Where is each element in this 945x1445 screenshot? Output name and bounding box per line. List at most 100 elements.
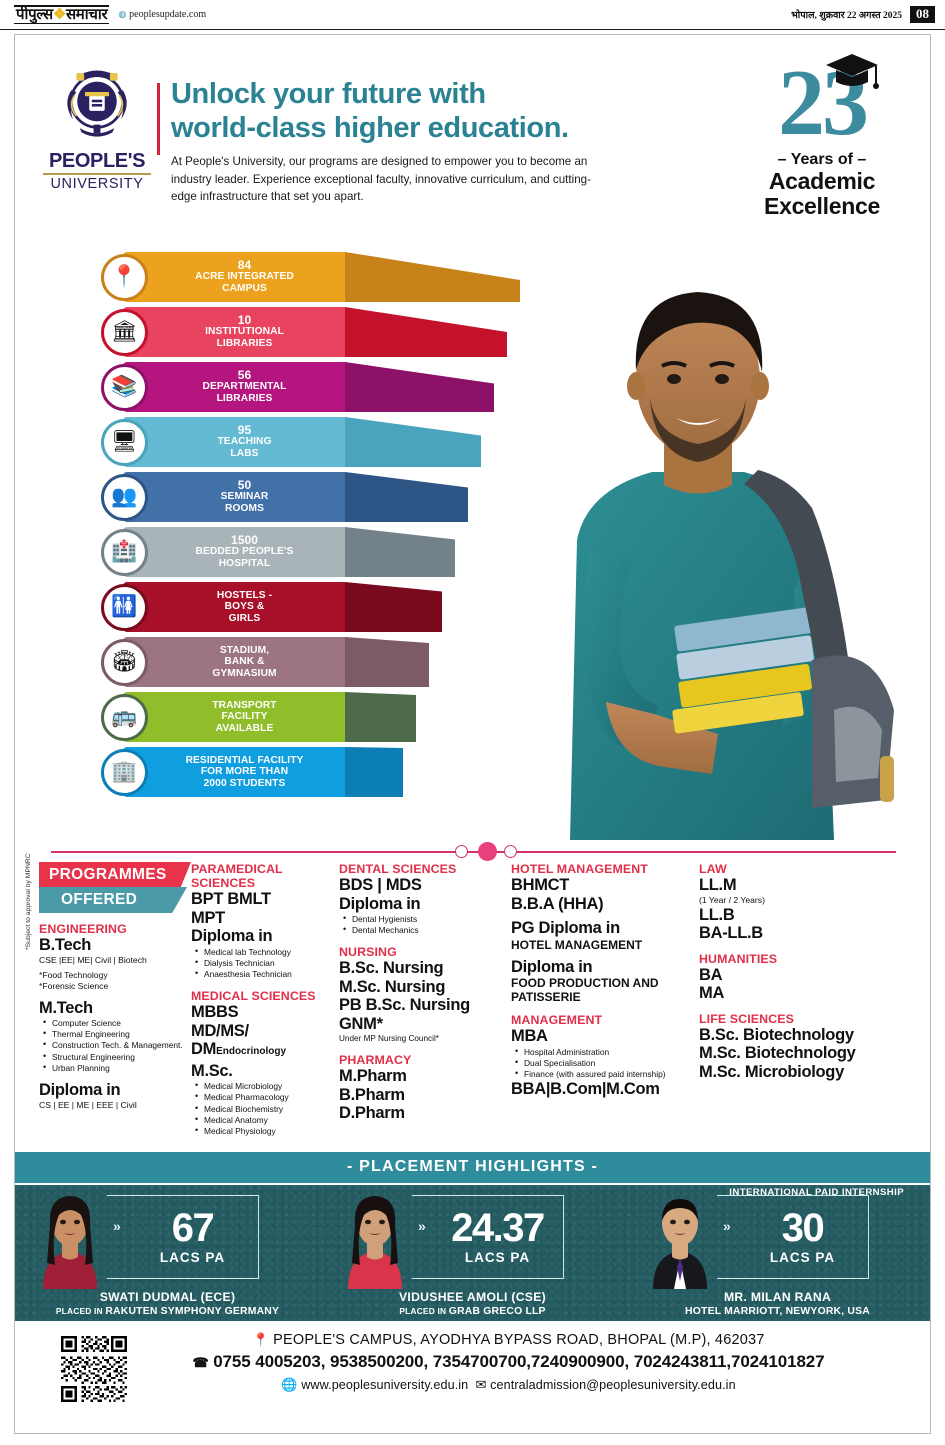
degree-bpt-bmlt: BPT BMLT [191, 890, 271, 908]
programmes-tag-line2: OFFERED [39, 887, 187, 913]
anniversary-line-2: Excellence [764, 193, 880, 219]
degree-btech-extra-2: *Forensic Science [39, 980, 109, 991]
ribbon-bar [123, 747, 345, 797]
category-paramedical-sciences: PARAMEDICAL SCIENCES [191, 862, 283, 890]
placement-student-name: MR. MILAN RANA [723, 1290, 832, 1304]
category-management: MANAGEMENT [511, 1013, 603, 1027]
phone-icon: ☎ [192, 1355, 209, 1370]
masthead-website[interactable]: ◍ peoplesupdate.com [118, 9, 206, 20]
degree-bds-mds: BDS | MDS [339, 876, 422, 894]
mba-specialisations: Hospital Administration Dual Specialisat… [515, 1045, 699, 1081]
msc-medical-list: Medical Microbiology Medical Pharmacolog… [195, 1080, 339, 1137]
placement-student-name: SWATI DUDMAL (ECE) [99, 1290, 236, 1304]
ribbon-count: 1500 [230, 532, 259, 547]
placement-package-value: 30 [781, 1206, 825, 1250]
logo-name-secondary: UNIVERSITY [50, 176, 144, 192]
ribbon-count: 50 [237, 477, 252, 492]
footer-contact-section: 📍 PEOPLE'S CAMPUS, AYODHYA BYPASS ROAD, … [15, 1324, 930, 1424]
degree-bsc-biotech: B.Sc. Biotechnology [699, 1025, 854, 1044]
ribbon-bar [123, 527, 345, 577]
ribbon-label: 50 SEMINAR ROOMS [162, 477, 327, 515]
ribbon-label: 56 DEPARTMENTAL LIBRARIES [162, 367, 327, 405]
degree-llm-duration: (1 Year / 2 Years) [699, 894, 765, 905]
degree-btech-branches: CSE |EE| ME| Civil | Biotech [39, 954, 147, 965]
infrastructure-ribbon: 🚻 HOSTELS - BOYS & GIRLS [101, 582, 442, 632]
headline-accent-bar [157, 83, 160, 155]
programmes-column-dental: DENTAL SCIENCES BDS | MDS Diploma in Den… [339, 862, 511, 1137]
placement-card-stat: » 67 LACS PA [107, 1189, 320, 1279]
placement-placed-prefix: PLACED IN [399, 1306, 449, 1316]
university-crest-icon [67, 70, 127, 137]
ribbon-label-line: BANK & [224, 656, 265, 668]
list-item: Computer Science [43, 1017, 191, 1029]
chevron-right-icon: » [418, 1218, 426, 1234]
footer-address-text: PEOPLE'S CAMPUS, AYODHYA BYPASS ROAD, BH… [273, 1332, 765, 1348]
hospital-icon: 🏥 [101, 528, 148, 576]
ribbon-tail [345, 582, 442, 632]
ribbon-tail [345, 417, 481, 467]
ribbon-label-line: FOR MORE THAN [200, 766, 289, 778]
placement-stat-box: » 30 LACS PA [717, 1195, 869, 1279]
placement-package-unit: LACS PA [159, 1250, 226, 1265]
apartment-icon: 🏢 [101, 748, 148, 796]
ribbon-count: 56 [237, 367, 252, 382]
ribbon-bar [123, 582, 345, 632]
degree-mtech-specialisations: Computer Science Thermal Engineering Con… [43, 1017, 191, 1074]
degree-mpharm: M.Pharm [339, 1067, 407, 1086]
degree-dm-specialisation: Endocrinology [216, 1046, 287, 1058]
degree-dm: DMEndocrinology [191, 1040, 339, 1062]
placement-package-value: 67 [171, 1206, 215, 1250]
graduation-cap-icon [826, 54, 879, 89]
ribbon-label: 1500 BEDDED PEOPLE'S HOSPITAL [162, 532, 327, 570]
list-item: Dialysis Technician [195, 957, 339, 969]
ribbon-count: 10 [237, 312, 252, 327]
ribbon-tail [345, 362, 494, 412]
placement-stat-box: » 67 LACS PA [107, 1195, 259, 1279]
ribbon-count: 84 [237, 257, 252, 272]
category-pharmacy: PHARMACY [339, 1053, 412, 1068]
programmes-column-paramedical: PARAMEDICAL SCIENCES BPT BMLT MPT Diplom… [191, 862, 339, 1137]
globe-icon: 🌐 [281, 1377, 298, 1392]
degree-gnm: GNM* [339, 1014, 383, 1033]
chevron-right-icon: » [723, 1218, 731, 1234]
degree-diploma-branches: CS | EE | ME | EEE | Civil [39, 1099, 137, 1110]
footer-contact-details: 📍 PEOPLE'S CAMPUS, AYODHYA BYPASS ROAD, … [127, 1330, 930, 1393]
ribbon-label-line: 2000 STUDENTS [203, 777, 286, 789]
footer-phone[interactable]: ☎ 0755 4005203, 9538500200, 7354700700,7… [127, 1352, 890, 1372]
anniversary-badge: 23 – Years of – Academic Excellence [732, 54, 912, 219]
placement-cards: » 67 LACS PA SWATI DUDMAL (ECE) PLACED IN RA… [15, 1185, 930, 1321]
list-item: Dual Specialisation [515, 1057, 699, 1069]
ribbon-label-line: ROOMS [225, 502, 264, 514]
ribbon-tail [345, 747, 403, 797]
list-item: Hospital Administration [515, 1045, 699, 1058]
degree-msc-biotech: M.Sc. Biotechnology [699, 1044, 856, 1062]
placement-card-stat: » 30 LACS PA [717, 1189, 930, 1279]
degree-mtech: M.Tech [39, 998, 93, 1017]
ribbon-count: 95 [237, 422, 252, 437]
category-engineering: ENGINEERING [39, 922, 127, 936]
ribbon-label-line: FACILITY [221, 711, 268, 723]
placement-company-name: HOTEL MARRIOTT, NEWYORK, USA [685, 1306, 870, 1317]
ribbon-label: 84 ACRE INTEGRATED CAMPUS [162, 257, 327, 295]
newspaper-masthead: पीपुल्स❖समाचार ◍ peoplesupdate.com भोपाल… [0, 0, 945, 30]
list-item: Dental Mechanics [343, 924, 511, 936]
list-item: Medical Biochemistry [195, 1102, 339, 1115]
footer-email[interactable]: centraladmission@peoplesuniversity.edu.i… [490, 1378, 736, 1392]
student-photo-milan [653, 1199, 707, 1289]
footer-website[interactable]: www.peoplesuniversity.edu.in [301, 1378, 469, 1392]
anniversary-years-of: – Years of – [777, 151, 867, 168]
placement-package-unit: LACS PA [464, 1250, 531, 1265]
list-item: Anaesthesia Technician [195, 968, 339, 980]
list-item: Medical Anatomy [195, 1114, 339, 1126]
hero-section: PEOPLE'S UNIVERSITY Unlock your future w… [15, 35, 930, 250]
degree-diploma-dental: Diploma in [339, 894, 421, 913]
ribbon-label: HOSTELS - BOYS & GIRLS [162, 590, 327, 625]
classroom-icon: 🖥 [101, 418, 148, 466]
placement-card-stat: » 24.37 LACS PA [412, 1189, 625, 1279]
degree-btech-extra-1: *Food Technology [39, 969, 108, 980]
degree-dm-label: DM [191, 1040, 217, 1059]
anniversary-line-1: Academic [768, 168, 876, 194]
placement-section: - PLACEMENT HIGHLIGHTS - » 67 LACS PA SWATI… [15, 1152, 930, 1324]
list-item: Dental Hygienists [343, 913, 511, 925]
ribbon-label-line: TEACHING [217, 436, 272, 448]
